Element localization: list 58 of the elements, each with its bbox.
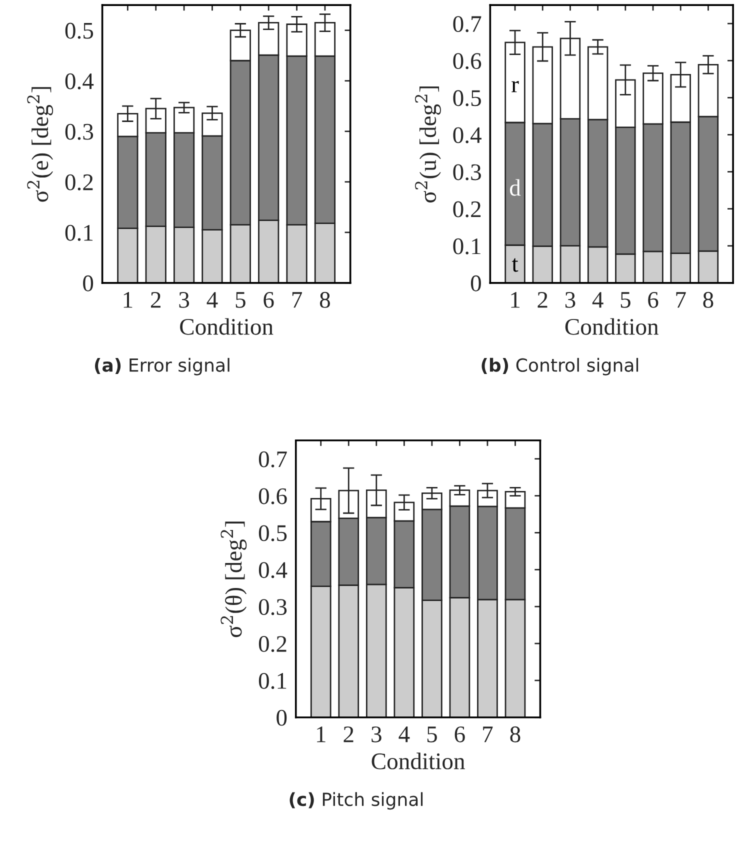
series-label: r [512, 81, 519, 92]
y-tick-label: 0.1 [258, 672, 286, 689]
text: (a) Error signal [95, 358, 230, 376]
y-tick-label: 0.3 [65, 124, 94, 140]
x-tick-label: 5 [620, 292, 630, 308]
x-tick-label: 2 [150, 292, 160, 308]
x-tick-label: 6 [454, 726, 465, 742]
x-tick-label: 7 [483, 726, 493, 742]
y-tick-label: 0.4 [65, 73, 94, 90]
y-tick-label: 0.7 [453, 16, 482, 32]
y-axis-title: σ$^{2}$(θ) [deg$^{2}$] [220, 522, 247, 638]
y-tick-label: 0.2 [65, 174, 93, 190]
x-tick-label: 5 [236, 292, 246, 308]
x-tick-label: 2 [344, 726, 354, 742]
x-tick-label: 3 [179, 292, 190, 308]
y-tick-label: 0.2 [453, 201, 481, 218]
y-tick-label: 0.6 [453, 53, 482, 70]
x-tick-label: 4 [592, 292, 604, 308]
series-label: t [512, 258, 518, 272]
x-tick-label: 6 [648, 292, 658, 308]
y-tick-label: 0.1 [453, 238, 480, 254]
y-tick-label: 0.6 [258, 488, 287, 504]
series-label: d [510, 179, 521, 196]
x-tick-label: 3 [565, 292, 576, 308]
x-tick-label: 6 [264, 292, 274, 308]
y-tick-label: 0 [470, 275, 481, 292]
y-axis-title: σ$^{2}$(u) [deg$^{2}$] [415, 86, 441, 202]
y-tick-label: 0.4 [453, 127, 482, 144]
x-tick-label: 4 [206, 292, 218, 308]
x-axis-title: Condition [372, 752, 465, 770]
y-tick-label: 0.2 [258, 636, 286, 652]
y-tick-label: 0 [83, 275, 94, 292]
x-tick-label: 2 [538, 292, 548, 308]
x-tick-label: 8 [320, 292, 330, 308]
y-tick-label: 0.7 [258, 451, 287, 468]
x-tick-label: 1 [124, 292, 132, 308]
x-tick-label: 1 [511, 292, 520, 308]
x-tick-label: 7 [292, 292, 302, 308]
y-tick-label: 0.4 [258, 562, 288, 578]
text: (c) Pitch signal [290, 792, 423, 810]
x-tick-label: 4 [398, 726, 410, 742]
y-tick-label: 0.3 [453, 164, 481, 180]
x-tick-label: 8 [510, 726, 520, 742]
y-tick-label: 0.5 [453, 90, 481, 106]
y-tick-label: 0.5 [65, 22, 94, 39]
x-tick-label: 7 [676, 292, 686, 308]
x-tick-label: 1 [317, 726, 326, 742]
y-tick-label: 0 [276, 710, 287, 726]
x-tick-label: 3 [372, 726, 382, 742]
y-axis-title: σ$^{2}$(e) [deg$^{2}$] [27, 87, 54, 202]
y-tick-label: 0.5 [258, 525, 287, 542]
x-axis-title: Condition [180, 318, 274, 335]
x-tick-label: 8 [703, 292, 714, 308]
text: (b) Control signal [482, 358, 638, 376]
y-tick-label: 0.3 [258, 599, 287, 616]
x-axis-title: Condition [565, 318, 658, 335]
y-tick-label: 0.1 [65, 224, 93, 241]
x-tick-label: 5 [427, 726, 437, 742]
